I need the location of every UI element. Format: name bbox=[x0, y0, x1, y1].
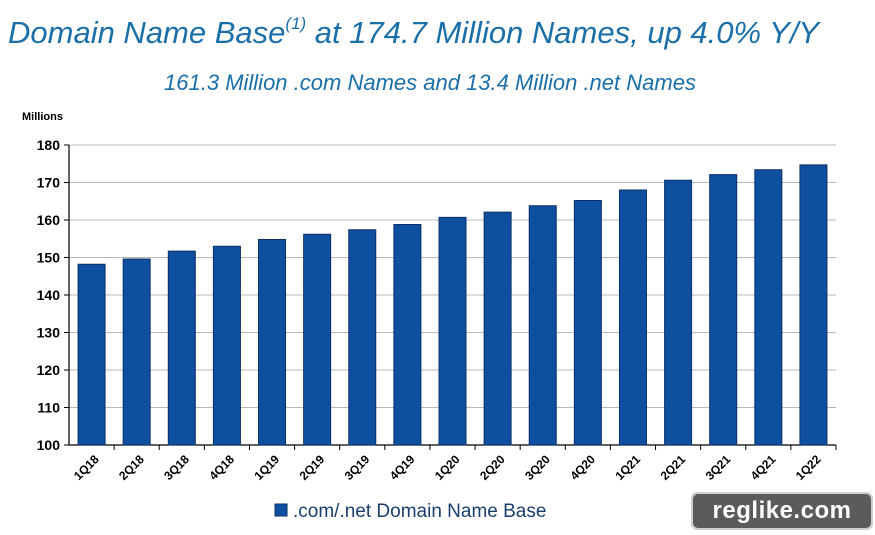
x-tick-label: 3Q21 bbox=[703, 452, 734, 483]
bars bbox=[77, 164, 828, 446]
x-tick-label: 1Q20 bbox=[432, 452, 463, 483]
watermark-text: reglike.com bbox=[712, 497, 852, 524]
bar-1Q18 bbox=[77, 263, 106, 446]
bar-2Q18 bbox=[122, 258, 151, 446]
page-title: Domain Name Base(1) at 174.7 Million Nam… bbox=[8, 14, 819, 51]
x-tick-label: 2Q19 bbox=[297, 452, 328, 483]
y-tick-label: 140 bbox=[37, 287, 61, 303]
bar-4Q20 bbox=[573, 200, 602, 446]
y-tick-label: 170 bbox=[37, 175, 61, 191]
bar-3Q19 bbox=[348, 229, 377, 446]
y-tick-label: 180 bbox=[37, 137, 61, 153]
bar-1Q22 bbox=[799, 164, 828, 446]
y-tick-label: 150 bbox=[37, 250, 61, 266]
bar-3Q18 bbox=[167, 250, 196, 446]
bar-2Q21 bbox=[664, 179, 693, 446]
y-tick-label: 130 bbox=[37, 325, 61, 341]
x-tick-label: 1Q22 bbox=[793, 452, 824, 483]
y-tick-label: 110 bbox=[37, 400, 60, 416]
x-tick-label: 1Q18 bbox=[71, 452, 102, 483]
bar-4Q21 bbox=[754, 169, 783, 446]
x-tick-label: 3Q18 bbox=[161, 452, 192, 483]
title-main: Domain Name Base bbox=[8, 15, 286, 50]
bar-2Q20 bbox=[483, 211, 512, 446]
bar-1Q20 bbox=[438, 216, 467, 446]
x-tick-label: 4Q20 bbox=[567, 452, 598, 483]
bar-4Q18 bbox=[212, 245, 241, 446]
bar-3Q21 bbox=[709, 174, 738, 446]
x-tick-label: 4Q19 bbox=[387, 452, 418, 483]
y-axis-ticks: 100 110 120 130 140 150 160 170 180 bbox=[37, 137, 61, 453]
x-tick-label: 4Q18 bbox=[206, 452, 237, 483]
y-tick-label: 120 bbox=[37, 362, 61, 378]
y-axis-label: Millions bbox=[22, 111, 63, 123]
legend: .com/.net Domain Name Base bbox=[274, 501, 546, 522]
x-tick-label: 4Q21 bbox=[748, 452, 779, 483]
bar-4Q19 bbox=[393, 224, 422, 446]
legend-label: .com/.net Domain Name Base bbox=[293, 501, 546, 522]
legend-swatch bbox=[274, 503, 288, 517]
page-subtitle: 161.3 Million .com Names and 13.4 Millio… bbox=[164, 70, 696, 95]
x-tick-label: 3Q20 bbox=[522, 452, 553, 483]
x-tick-label: 2Q18 bbox=[116, 452, 147, 483]
x-tick-label: 3Q19 bbox=[342, 452, 373, 483]
x-tick-label: 2Q21 bbox=[658, 452, 689, 483]
x-tick-label: 1Q21 bbox=[612, 452, 643, 483]
bar-3Q20 bbox=[528, 205, 557, 446]
x-tick-label: 1Q19 bbox=[251, 452, 282, 483]
x-tick-label: 2Q20 bbox=[477, 452, 508, 483]
watermark-badge: reglike.com bbox=[691, 492, 873, 530]
x-axis-ticks: 1Q18 2Q18 3Q18 4Q18 1Q19 2Q19 3Q19 4Q19 1Q20 2Q20… bbox=[71, 452, 824, 483]
y-tick-label: 100 bbox=[37, 437, 61, 453]
y-tick-label: 160 bbox=[37, 212, 61, 228]
bar-1Q19 bbox=[258, 239, 287, 446]
bar-2Q19 bbox=[303, 233, 332, 446]
bar-1Q21 bbox=[618, 189, 647, 446]
title-footnote-ref: (1) bbox=[285, 14, 307, 33]
title-rest: at 174.7 Million Names, up 4.0% Y/Y bbox=[306, 15, 820, 50]
